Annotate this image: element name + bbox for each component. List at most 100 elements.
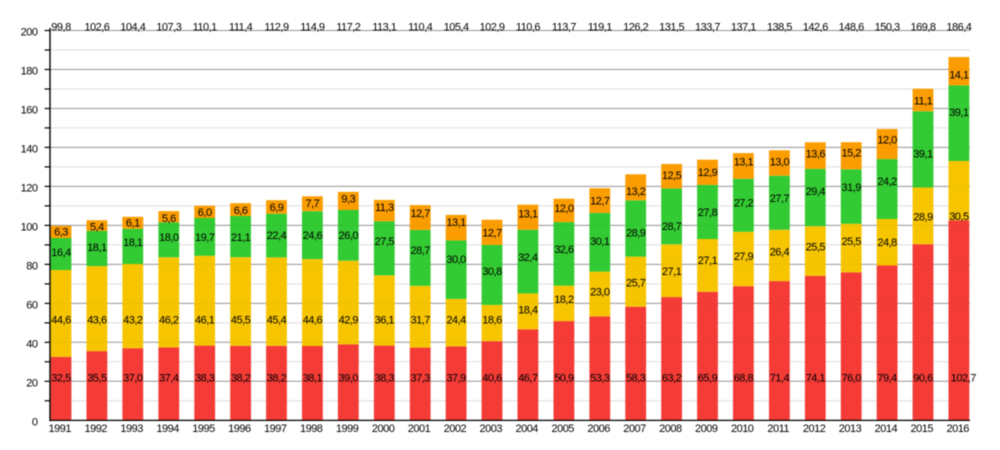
svg-text:2008: 2008 (659, 423, 682, 435)
svg-text:50,9: 50,9 (554, 372, 574, 384)
svg-text:12,0: 12,0 (877, 134, 897, 146)
svg-text:13,1: 13,1 (446, 217, 466, 229)
svg-text:38,2: 38,2 (267, 372, 287, 384)
svg-text:25,7: 25,7 (626, 277, 646, 289)
svg-text:40: 40 (26, 338, 38, 350)
svg-text:31,9: 31,9 (841, 182, 861, 194)
svg-text:2003: 2003 (480, 423, 503, 435)
svg-text:2001: 2001 (408, 423, 431, 435)
svg-text:105,4: 105,4 (444, 22, 469, 34)
svg-text:1999: 1999 (336, 423, 359, 435)
svg-text:5,4: 5,4 (90, 221, 104, 233)
svg-text:23,0: 23,0 (590, 287, 610, 299)
svg-text:27,9: 27,9 (734, 251, 754, 263)
svg-text:68,8: 68,8 (734, 372, 754, 384)
svg-text:138,5: 138,5 (767, 22, 792, 34)
svg-text:12,7: 12,7 (410, 208, 430, 220)
svg-text:27,1: 27,1 (662, 266, 682, 278)
svg-text:24,4: 24,4 (446, 314, 466, 326)
svg-text:39,0: 39,0 (339, 372, 359, 384)
svg-text:80: 80 (26, 260, 38, 272)
svg-text:18,6: 18,6 (482, 314, 502, 326)
svg-text:58,3: 58,3 (626, 372, 646, 384)
svg-text:18,1: 18,1 (87, 242, 107, 254)
svg-text:2007: 2007 (623, 423, 646, 435)
svg-text:13,2: 13,2 (626, 186, 646, 198)
svg-text:12,7: 12,7 (590, 195, 610, 207)
svg-text:13,6: 13,6 (806, 149, 826, 161)
svg-text:169,8: 169,8 (910, 22, 935, 34)
svg-text:12,0: 12,0 (554, 203, 574, 215)
svg-text:1998: 1998 (300, 423, 323, 435)
svg-text:140: 140 (21, 143, 38, 155)
svg-text:2005: 2005 (551, 423, 574, 435)
svg-text:102,9: 102,9 (479, 22, 504, 34)
svg-text:148,6: 148,6 (839, 22, 864, 34)
svg-text:1993: 1993 (120, 423, 143, 435)
svg-text:79,4: 79,4 (877, 372, 897, 384)
svg-text:2002: 2002 (444, 423, 467, 435)
svg-text:18,1: 18,1 (123, 237, 143, 249)
svg-text:27,7: 27,7 (770, 193, 790, 205)
svg-text:1992: 1992 (84, 423, 107, 435)
svg-text:6,6: 6,6 (234, 205, 248, 217)
svg-text:186,4: 186,4 (946, 22, 971, 34)
svg-text:76,0: 76,0 (841, 372, 861, 384)
svg-text:71,4: 71,4 (770, 372, 790, 384)
svg-text:45,4: 45,4 (267, 314, 287, 326)
svg-text:18,4: 18,4 (518, 305, 538, 317)
svg-text:14,1: 14,1 (949, 69, 969, 81)
svg-text:26,4: 26,4 (770, 247, 790, 259)
svg-text:12,7: 12,7 (482, 227, 502, 239)
svg-text:6,9: 6,9 (270, 202, 284, 214)
svg-text:15,2: 15,2 (841, 148, 861, 160)
svg-text:11,1: 11,1 (914, 95, 933, 107)
svg-text:7,7: 7,7 (306, 198, 320, 210)
svg-text:35,5: 35,5 (87, 372, 107, 384)
svg-text:114,9: 114,9 (300, 22, 325, 34)
svg-text:29,4: 29,4 (806, 186, 826, 198)
svg-text:65,9: 65,9 (698, 372, 718, 384)
svg-text:13,1: 13,1 (518, 209, 538, 221)
svg-text:110,1: 110,1 (193, 22, 218, 34)
svg-text:22,4: 22,4 (267, 230, 287, 242)
svg-text:27,1: 27,1 (698, 255, 718, 267)
svg-text:102,6: 102,6 (84, 22, 109, 34)
svg-text:24,2: 24,2 (877, 176, 897, 188)
svg-text:13,1: 13,1 (734, 157, 754, 169)
svg-text:28,7: 28,7 (662, 221, 682, 233)
svg-text:6,1: 6,1 (126, 218, 140, 230)
svg-text:27,2: 27,2 (734, 198, 754, 210)
svg-text:28,9: 28,9 (626, 227, 646, 239)
svg-text:113,1: 113,1 (372, 22, 397, 34)
svg-text:113,7: 113,7 (552, 22, 577, 34)
svg-text:1994: 1994 (156, 423, 179, 435)
svg-text:12,9: 12,9 (698, 167, 718, 179)
svg-text:38,3: 38,3 (195, 372, 215, 384)
svg-text:99,8: 99,8 (51, 22, 71, 34)
svg-text:38,1: 38,1 (303, 372, 323, 384)
svg-text:200: 200 (21, 27, 38, 39)
svg-text:16,4: 16,4 (51, 247, 71, 259)
svg-text:31,7: 31,7 (410, 314, 430, 326)
svg-text:21,1: 21,1 (231, 232, 251, 244)
svg-text:2004: 2004 (515, 423, 538, 435)
svg-text:28,9: 28,9 (913, 211, 933, 223)
svg-text:46,2: 46,2 (159, 314, 179, 326)
svg-text:120: 120 (21, 182, 38, 194)
svg-text:6,3: 6,3 (54, 227, 68, 239)
svg-text:133,7: 133,7 (695, 22, 720, 34)
svg-text:150,3: 150,3 (875, 22, 900, 34)
svg-text:112,9: 112,9 (264, 22, 289, 34)
svg-text:63,2: 63,2 (662, 372, 682, 384)
svg-text:2016: 2016 (946, 423, 969, 435)
svg-text:126,2: 126,2 (623, 22, 648, 34)
svg-text:24,6: 24,6 (303, 230, 323, 242)
svg-text:117,2: 117,2 (336, 22, 361, 34)
svg-text:1996: 1996 (228, 423, 251, 435)
svg-text:12,5: 12,5 (662, 170, 682, 182)
svg-text:1995: 1995 (192, 423, 215, 435)
svg-text:45,5: 45,5 (231, 314, 251, 326)
svg-text:102,7: 102,7 (951, 372, 976, 384)
svg-text:25,5: 25,5 (841, 236, 861, 248)
